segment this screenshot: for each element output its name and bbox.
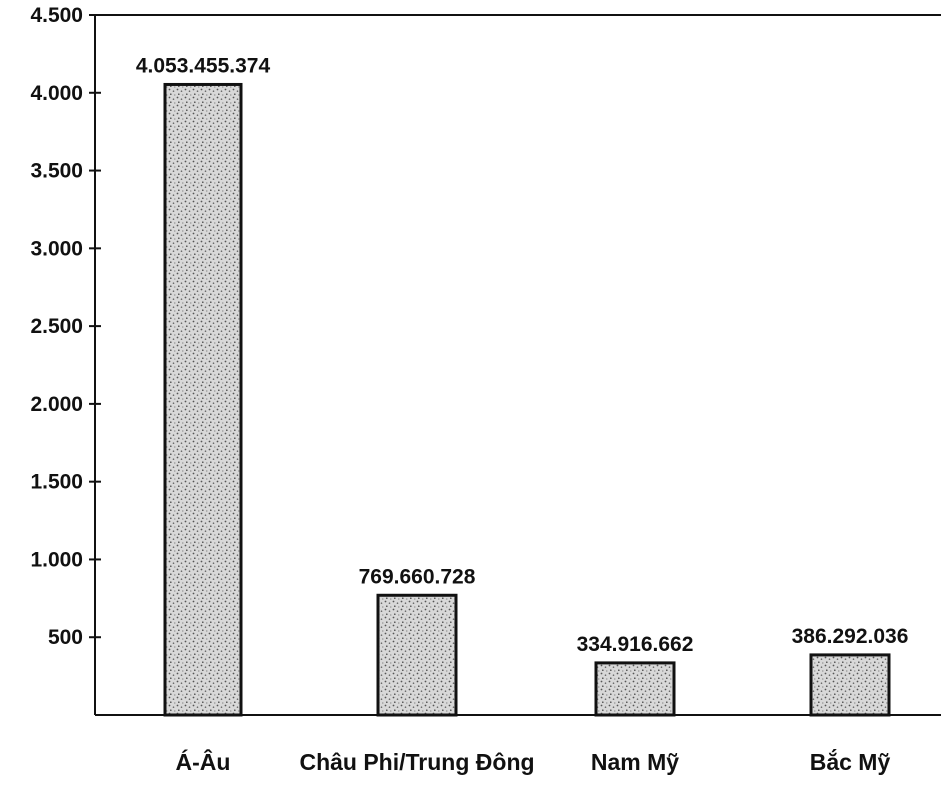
bar bbox=[376, 593, 458, 717]
y-tick-label: 500 bbox=[48, 626, 83, 649]
bar bbox=[594, 661, 676, 717]
y-tick-label: 2.000 bbox=[30, 393, 83, 416]
x-category-label: Nam Mỹ bbox=[591, 749, 679, 775]
bar bbox=[163, 82, 243, 717]
data-label: 4.053.455.374 bbox=[136, 54, 271, 77]
bar bbox=[809, 653, 891, 717]
x-category-label: Châu Phi/Trung Đông bbox=[299, 749, 534, 775]
labels: 4.053.455.374 Á-Âu 769.660.728 Châu Phi/Tru… bbox=[136, 54, 909, 775]
y-tick-label: 4.500 bbox=[30, 4, 83, 27]
data-label: 334.916.662 bbox=[577, 633, 694, 656]
y-tick-label: 2.500 bbox=[30, 315, 83, 338]
y-tick-label: 3.500 bbox=[30, 160, 83, 183]
y-tick-label: 1.000 bbox=[30, 548, 83, 571]
data-label: 769.660.728 bbox=[359, 565, 476, 588]
y-tick-label: 3.000 bbox=[30, 237, 83, 260]
x-category-label: Á-Âu bbox=[176, 748, 231, 775]
bars bbox=[163, 82, 891, 717]
y-tick-label: 4.000 bbox=[30, 82, 83, 105]
y-tick-label: 1.500 bbox=[30, 471, 83, 494]
x-category-label: Bắc Mỹ bbox=[810, 748, 891, 775]
data-label: 386.292.036 bbox=[792, 625, 909, 648]
